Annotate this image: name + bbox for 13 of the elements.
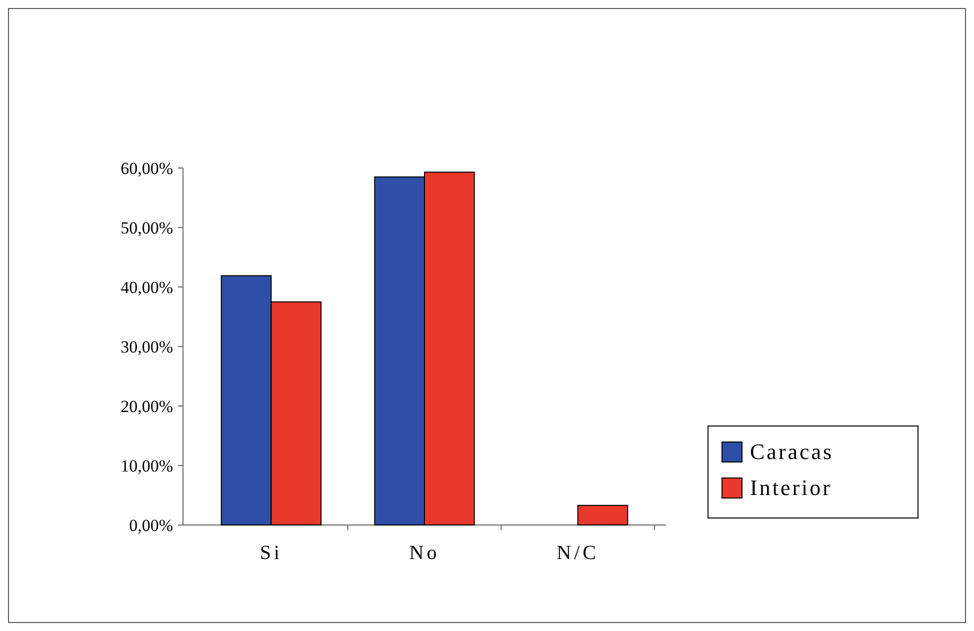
x-tick-label: No <box>409 542 440 564</box>
y-tick-label: 10,00% <box>120 456 173 476</box>
y-tick-label: 0,00% <box>129 516 173 535</box>
x-tick-label: Si <box>260 542 283 564</box>
y-tick-label: 30,00% <box>120 337 173 356</box>
y-tick-label: 20,00% <box>120 396 173 416</box>
y-tick-label: 60,00% <box>120 158 173 178</box>
legend-label: Interior <box>750 475 832 500</box>
y-tick-label: 40,00% <box>120 278 173 297</box>
legend-label: Caracas <box>750 439 834 464</box>
x-tick-label: N/C <box>556 542 600 564</box>
y-tick-label: 50,00% <box>120 218 173 238</box>
bar <box>577 504 628 526</box>
